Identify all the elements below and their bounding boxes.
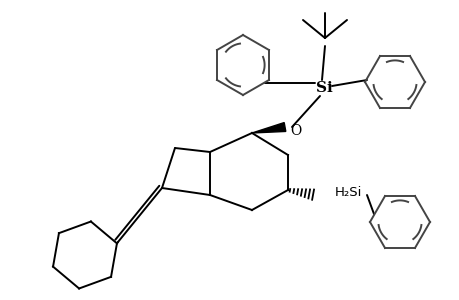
Text: O: O: [290, 124, 301, 138]
Text: Si: Si: [315, 81, 332, 95]
Text: H₂Si: H₂Si: [334, 187, 362, 200]
Polygon shape: [252, 123, 285, 133]
